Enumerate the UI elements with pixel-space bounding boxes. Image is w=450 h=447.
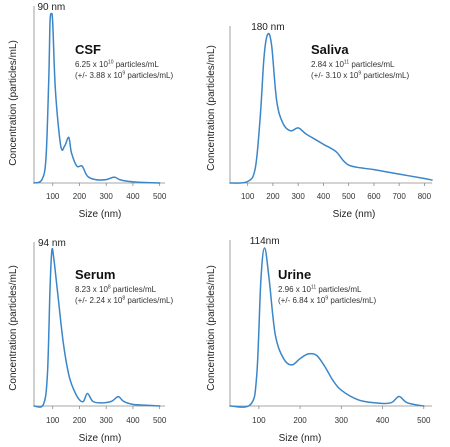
series-line: [33, 247, 161, 408]
y-axis-label: Concentration (particles/mL): [206, 265, 217, 391]
peak-label: 114nm: [250, 236, 280, 247]
concentration-text: 6.25 x 1010 particles/mL: [75, 60, 159, 70]
x-tick-label: 400: [317, 192, 331, 201]
x-tick-label: 800: [418, 192, 432, 201]
panel-title: Saliva: [311, 42, 349, 57]
x-tick-label: 100: [241, 192, 255, 201]
x-tick-label: 100: [46, 192, 60, 201]
panel-csf: 100 200 300 400 500 90 nm CSF 6.25 x 1010 parti…: [8, 2, 173, 220]
x-tick-label: 500: [153, 192, 167, 201]
x-tick-label: 200: [266, 192, 280, 201]
peak-label: 94 nm: [38, 238, 66, 249]
x-tick-label: 700: [392, 192, 406, 201]
x-tick-label: 400: [126, 192, 140, 201]
x-tick-label: 300: [335, 416, 349, 425]
x-tick-label: 500: [153, 416, 167, 425]
series-line: [33, 12, 161, 184]
x-tick-label: 200: [73, 416, 87, 425]
x-tick-label: 200: [293, 416, 307, 425]
concentration-text: 2.84 x 1011 particles/mL: [311, 60, 395, 70]
x-axis-label: Size (nm): [79, 209, 122, 220]
x-tick-label: 400: [376, 416, 390, 425]
concentration-text: (+/- 6.84 x 109 particles/mL): [278, 296, 376, 306]
concentration-text: 8.23 x 108 particles/mL: [75, 285, 157, 295]
x-tick-label: 500: [342, 192, 356, 201]
panel-title: Serum: [75, 267, 115, 282]
panel-urine: 100 200 300 400 500 114nm Urine 2.96 x 1011 par…: [206, 236, 432, 444]
x-tick-label: 600: [367, 192, 381, 201]
panel-serum: 100 200 300 400 500 94 nm Serum 8.23 x 108 part…: [8, 238, 173, 444]
panel-title: CSF: [75, 42, 101, 57]
y-axis-label: Concentration (particles/mL): [206, 45, 217, 171]
concentration-text: 2.96 x 1011 particles/mL: [278, 285, 362, 295]
x-axis-label: Size (nm): [279, 433, 322, 444]
x-tick-label: 400: [126, 416, 140, 425]
x-axis-label: Size (nm): [79, 433, 122, 444]
panel-saliva: 100 200 300 400 500 600 700 800 180 nm Saliva 2.84…: [206, 22, 433, 220]
x-tick-label: 300: [100, 416, 114, 425]
x-tick-label: 500: [417, 416, 431, 425]
y-axis-label: Concentration (particles/mL): [8, 40, 19, 166]
x-tick-label: 100: [252, 416, 266, 425]
series-line: [229, 32, 433, 184]
concentration-text: (+/- 3.88 x 109 particles/mL): [75, 71, 173, 81]
peak-label: 90 nm: [37, 2, 65, 13]
x-tick-label: 200: [73, 192, 87, 201]
series-line: [229, 247, 425, 408]
peak-label: 180 nm: [251, 22, 284, 33]
x-tick-label: 300: [291, 192, 305, 201]
concentration-text: (+/- 2.24 x 108 particles/mL): [75, 296, 173, 306]
y-axis-label: Concentration (particles/mL): [8, 265, 19, 391]
concentration-text: (+/- 3.10 x 109 particles/mL): [311, 71, 409, 81]
x-tick-label: 300: [100, 192, 114, 201]
x-axis-label: Size (nm): [333, 209, 376, 220]
x-tick-label: 100: [46, 416, 60, 425]
panel-title: Urine: [278, 267, 311, 282]
